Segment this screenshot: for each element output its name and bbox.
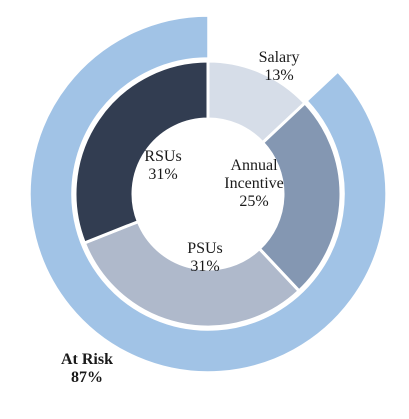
inner-slice-psus <box>82 219 302 329</box>
label-at-risk-line: At Risk <box>61 351 113 368</box>
label-salary-line: Salary <box>259 49 300 66</box>
label-psus: PSUs 31% <box>187 240 223 275</box>
label-annual-incentive-line: Incentive <box>224 175 284 192</box>
label-rsus: RSUs 31% <box>144 148 181 183</box>
outer-slice-at-risk <box>29 15 387 373</box>
label-annual-incentive-line: 25% <box>239 193 268 210</box>
label-annual-incentive: Annual Incentive 25% <box>224 157 284 210</box>
label-psus-line: 31% <box>190 258 219 275</box>
label-salary: Salary 13% <box>259 49 300 84</box>
label-rsus-line: RSUs <box>144 148 181 165</box>
label-annual-incentive-line: Annual <box>230 157 278 174</box>
label-at-risk-line: 87% <box>71 369 103 386</box>
label-psus-line: PSUs <box>187 240 223 257</box>
label-at-risk: At Risk 87% <box>61 351 113 386</box>
label-rsus-line: 31% <box>148 166 177 183</box>
inner-slice-annual-incentive <box>257 100 343 294</box>
label-salary-line: 13% <box>264 67 293 84</box>
inner-slice-rsus <box>73 59 210 245</box>
